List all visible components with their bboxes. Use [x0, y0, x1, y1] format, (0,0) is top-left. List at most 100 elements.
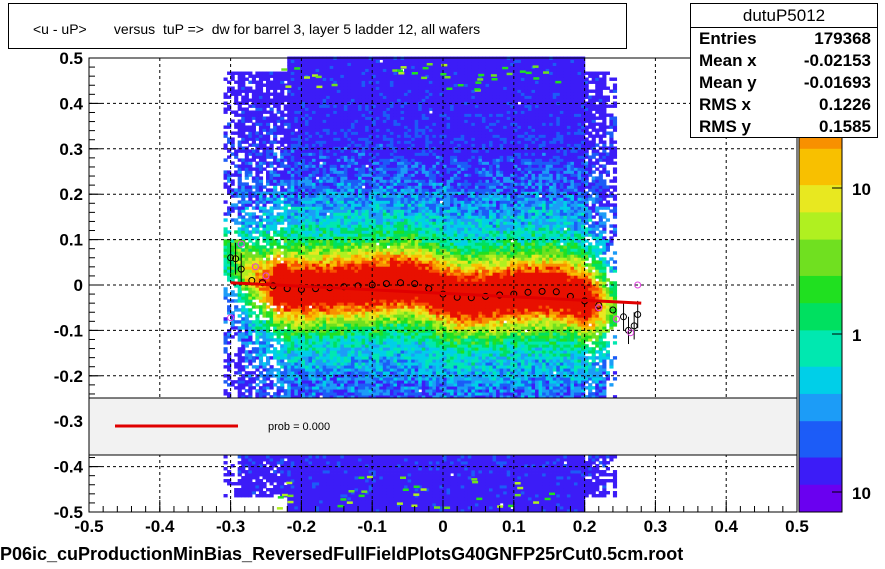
heatmap-cell: [336, 377, 341, 381]
heatmap-cell: [354, 254, 359, 258]
heatmap-cell: [315, 332, 320, 336]
heatmap-cell: [297, 338, 302, 342]
heatmap-cell: [350, 290, 356, 294]
heatmap-cell: [336, 491, 341, 495]
heatmap-cell: [237, 377, 242, 381]
heatmap-cell: [294, 92, 299, 96]
heatmap-cell: [322, 218, 327, 222]
heatmap-cell: [315, 191, 320, 195]
heatmap-cell: [276, 374, 281, 378]
heatmap-cell: [329, 173, 334, 177]
heatmap-cell: [237, 206, 242, 210]
heatmap-cell: [269, 350, 274, 354]
heatmap-cell: [244, 119, 249, 123]
heatmap-cell: [269, 356, 274, 360]
heatmap-cell: [287, 386, 292, 390]
heatmap-cell: [304, 278, 310, 282]
heatmap-cell: [251, 278, 256, 282]
heatmap-cell: [276, 326, 281, 330]
heatmap-cell: [290, 299, 295, 303]
heatmap-cell: [329, 146, 334, 150]
heatmap-cell: [227, 254, 232, 258]
heatmap-cell: [287, 110, 292, 114]
heatmap-cell: [354, 293, 359, 297]
heatmap-cell: [343, 314, 349, 318]
heatmap-cell: [287, 92, 292, 96]
heatmap-cell: [304, 245, 310, 249]
heatmap-cell: [319, 59, 324, 63]
heatmap-cell: [354, 386, 359, 390]
heatmap-cell: [280, 110, 285, 114]
heatmap-cell: [322, 86, 327, 90]
heatmap-cell: [244, 134, 249, 138]
heatmap-cell: [315, 311, 320, 315]
heatmap-cell: [333, 389, 338, 393]
heatmap-cell: [354, 80, 359, 84]
heatmap-cell: [329, 362, 334, 366]
heatmap-cell: [237, 461, 242, 465]
heatmap-cell: [290, 59, 295, 63]
heatmap-cell: [294, 302, 299, 306]
heatmap-cell: [258, 491, 264, 495]
heatmap-cell: [304, 509, 310, 513]
heatmap-cell: [241, 263, 246, 267]
heatmap-cell: [290, 506, 295, 510]
heatmap-cell: [294, 62, 299, 66]
heatmap-cell: [343, 356, 349, 360]
heatmap-cell: [269, 116, 274, 120]
heatmap-cell: [227, 377, 232, 381]
heatmap-cell: [280, 395, 285, 399]
heatmap-cell: [234, 98, 239, 102]
heatmap-cell: [343, 284, 349, 288]
heatmap-cell: [290, 170, 295, 174]
heatmap-cell: [304, 86, 310, 90]
heatmap-cell: [329, 347, 334, 351]
heatmap-cell: [354, 275, 359, 279]
heatmap-cell: [326, 236, 331, 240]
heatmap-cell: [358, 284, 363, 288]
heatmap-cell: [230, 86, 235, 90]
heatmap-cell: [297, 272, 302, 276]
heatmap-cell: [326, 74, 331, 78]
heatmap-cell: [333, 98, 338, 102]
heatmap-cell: [258, 482, 264, 486]
heatmap-cell: [301, 68, 306, 72]
heatmap-cell: [308, 164, 313, 168]
heatmap-cell: [251, 116, 256, 120]
heatmap-cell: [301, 326, 306, 330]
heatmap-cell: [308, 236, 313, 240]
heatmap-cell: [297, 239, 302, 243]
heatmap-cell: [294, 176, 299, 180]
heatmap-cell: [290, 74, 295, 78]
heatmap-cell: [333, 185, 338, 189]
heatmap-cell: [266, 314, 271, 318]
heatmap-cell: [354, 128, 359, 132]
heatmap-cell: [340, 266, 345, 270]
heatmap-cell: [290, 458, 295, 462]
heatmap-cell: [237, 167, 242, 171]
heatmap-cell: [343, 503, 349, 507]
heatmap-cell: [290, 290, 295, 294]
heatmap-cell: [308, 482, 313, 486]
heatmap-cell: [241, 197, 246, 201]
heatmap-cell: [326, 245, 331, 249]
heatmap-cell: [319, 317, 324, 321]
heatmap-cell: [248, 110, 253, 114]
heatmap-cell: [276, 470, 281, 474]
heatmap-cell: [273, 86, 278, 90]
heatmap-cell: [248, 104, 253, 108]
heatmap-cell: [262, 74, 267, 78]
heatmap-cell: [329, 392, 334, 396]
heatmap-cell: [315, 140, 320, 144]
heatmap-cell: [241, 203, 246, 207]
heatmap-cell: [255, 482, 260, 486]
heatmap-cell: [322, 266, 327, 270]
heatmap-cell: [329, 260, 334, 264]
heatmap-cell: [322, 128, 327, 132]
heatmap-cell: [326, 470, 331, 474]
heatmap-cell: [336, 179, 341, 183]
heatmap-cell: [322, 206, 327, 210]
heatmap-cell: [244, 245, 249, 249]
heatmap-cell: [237, 146, 242, 150]
heatmap-cell: [258, 308, 264, 312]
